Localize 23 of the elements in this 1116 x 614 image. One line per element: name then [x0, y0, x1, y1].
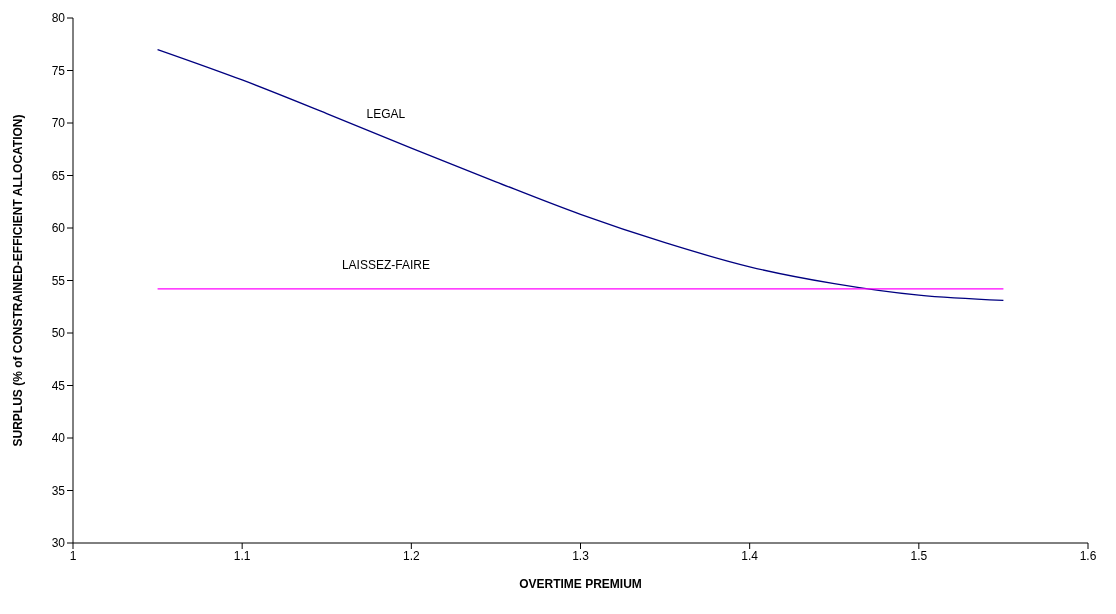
x-tick-label: 1	[69, 548, 77, 563]
line-series	[156, 48, 1005, 302]
y-tick-label: 80	[51, 11, 66, 26]
y-tick-label: 60	[51, 221, 66, 236]
x-tick-label: 1.2	[402, 548, 420, 563]
x-tick-label: 1.6	[1079, 548, 1097, 563]
y-tick-label: 75	[51, 63, 66, 78]
y-tick-label: 65	[51, 168, 66, 183]
x-tick-label: 1.3	[572, 548, 590, 563]
x-axis-title: OVERTIME PREMIUM	[519, 577, 642, 591]
x-tick-label: 1.4	[741, 548, 759, 563]
x-tick-label: 1.1	[233, 548, 251, 563]
x-tick-label: 1.5	[910, 548, 928, 563]
y-tick-label: 70	[51, 116, 66, 131]
series-label: LAISSEZ-FAIRE	[341, 257, 430, 272]
y-tick-label: 30	[51, 536, 66, 551]
y-axis-title: SURPLUS (% of CONSTRAINED-EFFICIENT ALLOCATION)	[11, 114, 26, 447]
y-tick-label: 50	[51, 326, 66, 341]
y-tick-label: 40	[51, 431, 66, 446]
y-tick-label: 35	[51, 483, 66, 498]
y-tick-label: 55	[51, 273, 66, 288]
series-label: LEGAL	[366, 106, 406, 121]
y-tick-label: 45	[51, 378, 66, 393]
